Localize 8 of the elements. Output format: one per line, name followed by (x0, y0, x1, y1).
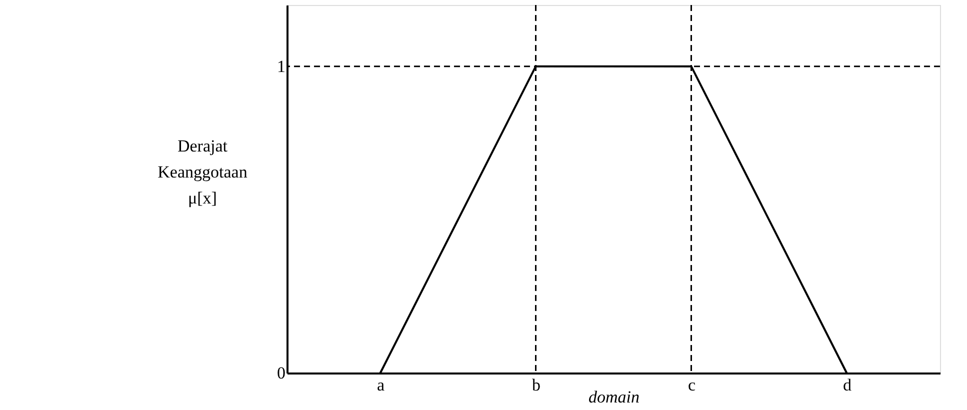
y-tick-label: 1 (277, 56, 286, 76)
x-tick-label: d (842, 376, 852, 394)
x-axis-title: domain (588, 388, 640, 406)
y-tick-label: 0 (277, 364, 286, 382)
y-axis-title: Derajat Keanggotaan μ[x] (158, 136, 248, 208)
x-tick-label: b (532, 376, 541, 394)
x-tick-label: a (377, 376, 386, 394)
x-tick-label: c (688, 376, 696, 394)
